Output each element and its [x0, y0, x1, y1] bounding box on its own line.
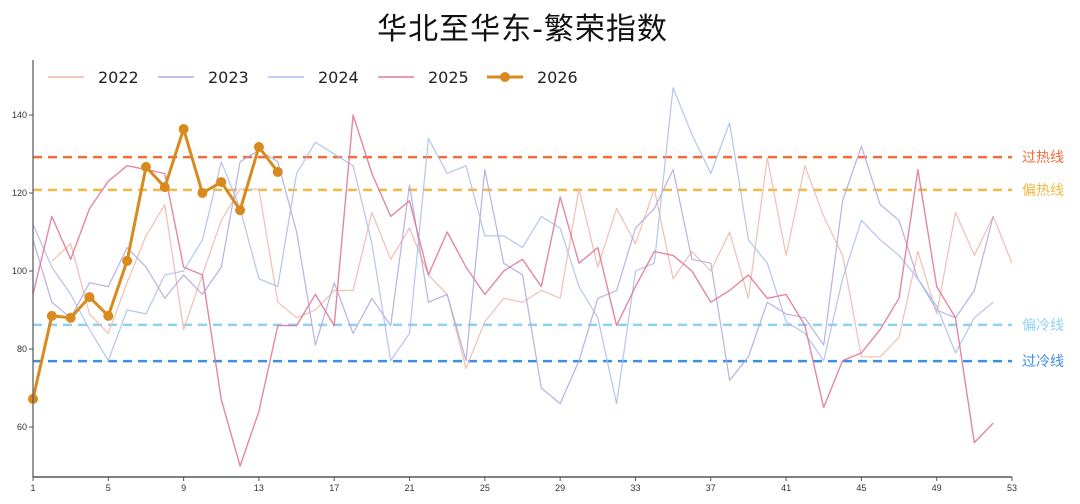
- legend-label-2025: 2025: [428, 68, 469, 87]
- data-point: [253, 141, 264, 152]
- data-point: [178, 124, 189, 135]
- x-tick-label: 45: [856, 483, 866, 493]
- data-point: [103, 310, 114, 321]
- legend-label-2022: 2022: [98, 68, 139, 87]
- x-tick-label: 33: [630, 483, 640, 493]
- data-point: [197, 188, 208, 198]
- y-tick-label: 80: [17, 344, 27, 354]
- legend: 2022 2023 2024 2025 2026: [48, 68, 578, 87]
- data-point: [272, 166, 283, 177]
- series-line-2024: [32, 87, 994, 405]
- axes: 60 80 100 120 140 1 5 9 13 17 21 25 29 33 37 41 45 49 53: [12, 60, 1017, 493]
- x-tick-label: 9: [181, 483, 186, 493]
- series-lines: [28, 87, 1013, 467]
- x-tick-label: 29: [555, 483, 565, 493]
- x-tick-label: 37: [706, 483, 716, 493]
- data-point: [235, 205, 246, 216]
- reference-line-label: 过热线: [1022, 150, 1064, 166]
- legend-label-2024: 2024: [318, 68, 359, 87]
- reference-line-label: 偏冷线: [1022, 318, 1064, 334]
- x-tick-label: 49: [932, 483, 942, 493]
- data-point: [140, 161, 151, 172]
- data-point: [122, 255, 133, 266]
- x-tick-label: 25: [480, 483, 490, 493]
- legend-label-2026: 2026: [537, 68, 578, 87]
- x-tick-label: 21: [405, 483, 415, 493]
- series-line-2022: [51, 157, 1013, 370]
- data-point: [65, 312, 76, 323]
- series-line-2025: [32, 114, 994, 467]
- data-point: [46, 310, 57, 321]
- data-point: [159, 182, 170, 193]
- y-tick-label: 120: [12, 188, 27, 198]
- series-line-2026: [31, 127, 279, 400]
- reference-line-label: 偏热线: [1022, 183, 1064, 199]
- x-tick-label: 5: [106, 483, 111, 493]
- data-point: [84, 292, 95, 303]
- reference-line-label: 过冷线: [1022, 354, 1064, 370]
- y-tick-label: 60: [17, 422, 27, 432]
- x-tick-label: 1: [30, 483, 35, 493]
- x-tick-label: 53: [1007, 483, 1017, 493]
- x-tick-label: 41: [781, 483, 791, 493]
- y-tick-label: 140: [12, 110, 27, 120]
- x-tick-label: 17: [329, 483, 339, 493]
- chart-title: 华北至华东-繁荣指数: [377, 12, 668, 47]
- legend-marker: [500, 72, 510, 82]
- y-tick-label: 100: [12, 266, 27, 276]
- x-tick-label: 13: [254, 483, 264, 493]
- data-point: [216, 177, 227, 188]
- series-line-2023: [32, 145, 994, 405]
- legend-label-2023: 2023: [208, 68, 249, 87]
